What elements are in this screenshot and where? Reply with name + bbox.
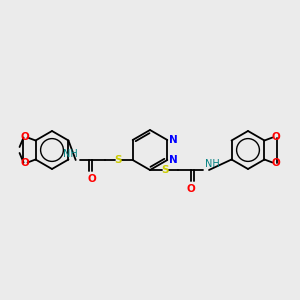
Text: O: O [20,158,29,167]
Text: NH: NH [63,149,78,159]
Text: O: O [187,184,195,194]
Text: N: N [169,155,178,165]
Text: O: O [271,158,280,167]
Text: S: S [161,165,169,175]
Text: O: O [20,133,29,142]
Text: NH: NH [205,159,220,169]
Text: O: O [87,174,96,184]
Text: S: S [114,155,122,165]
Text: O: O [271,133,280,142]
Text: N: N [169,135,178,145]
